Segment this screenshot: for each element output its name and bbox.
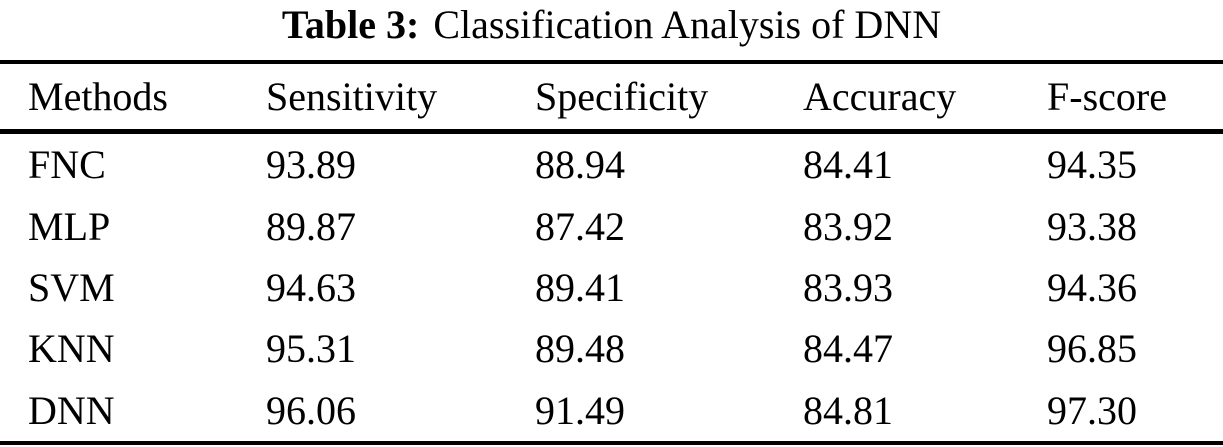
column-header-fscore: F-score: [1047, 74, 1167, 119]
method-name: SVM: [28, 264, 115, 310]
table-caption: Table 3: Classification Analysis of DNN: [0, 0, 1223, 50]
table-row-knn: KNN 95.31 89.48 84.47 96.85: [0, 318, 1223, 379]
accuracy-value: 84.81: [803, 387, 893, 433]
table-row-svm: SVM 94.63 89.41 83.93 94.36: [0, 257, 1223, 318]
column-header-accuracy: Accuracy: [803, 74, 957, 119]
method-name: DNN: [28, 387, 115, 433]
specificity-value: 88.94: [535, 142, 625, 188]
column-header-specificity: Specificity: [535, 74, 709, 119]
sensitivity-value: 96.06: [266, 387, 356, 433]
table-caption-text: Classification Analysis of DNN: [433, 2, 942, 47]
classification-table: Methods Sensitivity Specificity Accuracy…: [0, 60, 1223, 445]
accuracy-value: 83.93: [803, 264, 893, 310]
table-bottom-rule: [0, 440, 1223, 445]
method-name: FNC: [28, 142, 106, 188]
table-row-dnn: DNN 96.06 91.49 84.81 97.30: [0, 380, 1223, 441]
sensitivity-value: 95.31: [266, 326, 356, 372]
specificity-value: 87.42: [535, 203, 625, 249]
table-caption-label: Table 3:: [281, 2, 420, 47]
table-header-rule: [0, 129, 1223, 134]
fscore-value: 96.85: [1047, 326, 1137, 372]
specificity-value: 89.41: [535, 264, 625, 310]
table-row-fnc: FNC 93.89 88.94 84.41 94.35: [0, 134, 1223, 195]
accuracy-value: 84.47: [803, 326, 893, 372]
fscore-value: 93.38: [1047, 203, 1137, 249]
table-header-row: Methods Sensitivity Specificity Accuracy…: [0, 64, 1223, 129]
column-header-sensitivity: Sensitivity: [266, 74, 438, 119]
fscore-value: 94.35: [1047, 142, 1137, 188]
fscore-value: 97.30: [1047, 387, 1137, 433]
method-name: KNN: [28, 326, 115, 372]
sensitivity-value: 93.89: [266, 142, 356, 188]
table-row-mlp: MLP 89.87 87.42 83.92 93.38: [0, 195, 1223, 256]
accuracy-value: 84.41: [803, 142, 893, 188]
specificity-value: 89.48: [535, 326, 625, 372]
specificity-value: 91.49: [535, 387, 625, 433]
fscore-value: 94.36: [1047, 264, 1137, 310]
sensitivity-value: 89.87: [266, 203, 356, 249]
accuracy-value: 83.92: [803, 203, 893, 249]
column-header-methods: Methods: [28, 74, 168, 119]
sensitivity-value: 94.63: [266, 264, 356, 310]
table-top-rule: [0, 60, 1223, 64]
method-name: MLP: [28, 203, 111, 249]
